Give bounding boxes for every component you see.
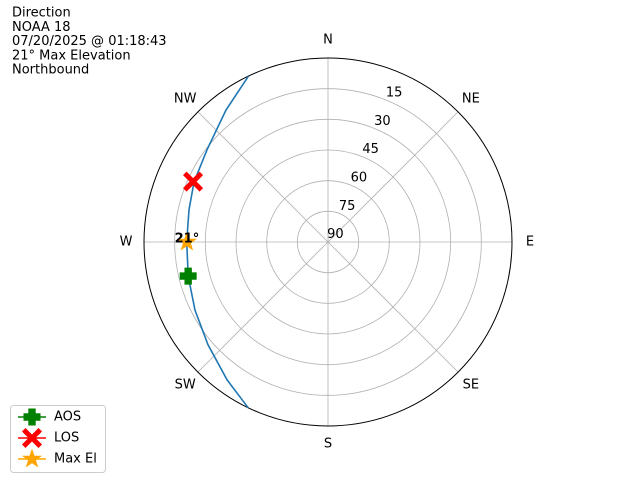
legend-marker [21, 427, 43, 449]
legend-label: Max El [54, 452, 97, 467]
legend-label: LOS [54, 431, 79, 446]
angular-tick-label: E [526, 235, 534, 250]
legend-marker [21, 448, 43, 468]
marker [179, 267, 197, 285]
radial-tick-label: 60 [351, 171, 368, 186]
title-line: NOAA 18 [12, 20, 71, 35]
title-line: 07/20/2025 @ 01:18:43 [12, 34, 167, 49]
radial-tick-label: 45 [362, 142, 379, 157]
legend-marker [23, 408, 41, 426]
radial-tick-label: 90 [327, 227, 344, 242]
angular-grid-line [327, 241, 459, 373]
legend-label: AOS [54, 410, 81, 425]
angular-tick-label: S [324, 437, 332, 452]
value-label: 21° [175, 232, 200, 247]
angular-tick-label: NE [462, 92, 480, 107]
marker [176, 231, 197, 251]
angular-grid-line [197, 111, 329, 243]
marker [183, 171, 204, 192]
radial-tick-label: 15 [386, 86, 403, 101]
title-line: Northbound [12, 63, 89, 78]
angular-tick-label: N [323, 33, 333, 48]
angular-grid-line [327, 111, 459, 243]
angular-tick-label: NW [174, 92, 197, 107]
angular-grid-line [197, 241, 329, 373]
title-line: Direction [12, 6, 71, 21]
radial-tick-label: 30 [374, 114, 391, 129]
radial-tick-label: 75 [339, 199, 356, 214]
title-line: 21° Max Elevation [12, 48, 131, 63]
angular-tick-label: W [120, 235, 133, 250]
angular-tick-label: SE [463, 377, 479, 392]
polar-frame [143, 57, 513, 427]
angular-tick-label: SW [175, 377, 196, 392]
